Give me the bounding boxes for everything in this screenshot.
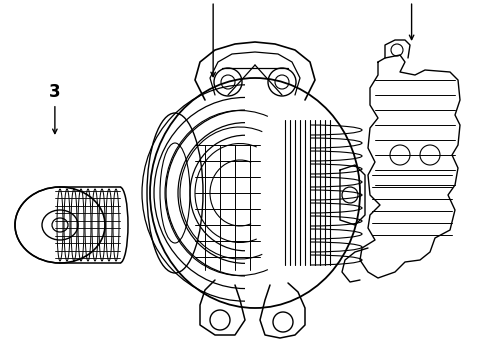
- Text: 3: 3: [49, 83, 61, 101]
